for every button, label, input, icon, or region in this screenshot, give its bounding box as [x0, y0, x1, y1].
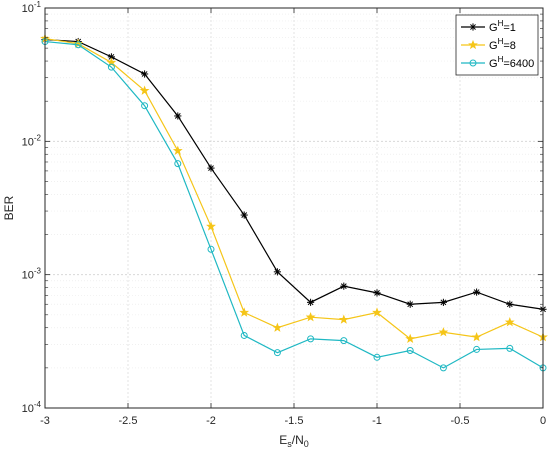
star-marker: [272, 322, 283, 332]
y-tick-label: 10-2: [22, 133, 42, 148]
asterisk-marker: [307, 298, 315, 306]
asterisk-marker: [469, 23, 477, 31]
circle-marker: [340, 337, 348, 345]
x-tick-label: -2.5: [119, 415, 138, 427]
asterisk-marker: [473, 288, 481, 296]
asterisk-marker: [207, 164, 215, 172]
circle-marker: [473, 345, 481, 353]
series-1: [41, 35, 547, 313]
x-tick-label: -2: [206, 415, 216, 427]
x-tick-labels: -3 -2.5 -2 -1.5 -1 -0.5 0: [40, 415, 546, 427]
series-line: [44, 40, 544, 369]
circle-marker: [373, 353, 381, 361]
star-marker: [438, 327, 449, 337]
y-tick-label: 10-3: [22, 267, 42, 282]
asterisk-marker: [406, 300, 414, 308]
series-3: [41, 38, 547, 372]
asterisk-marker: [373, 289, 381, 297]
star-marker: [471, 331, 482, 342]
series-line: [44, 37, 544, 340]
star-marker: [405, 333, 416, 344]
circle-marker: [207, 245, 215, 253]
y-axis-label: BER: [2, 195, 16, 220]
x-axis-label: Es/N0: [279, 433, 309, 449]
legend-entry: GH=1: [461, 19, 516, 34]
legend-label: GH=1: [489, 19, 516, 34]
circle-marker: [273, 349, 281, 357]
star-marker: [206, 221, 216, 231]
legend: GH=1 GH=8 GH=6400: [455, 14, 539, 76]
asterisk-marker: [439, 298, 447, 306]
star-marker: [305, 312, 316, 322]
series-line: [44, 38, 544, 310]
x-tick-label: -3: [40, 415, 50, 427]
x-tick-label: -0.5: [451, 415, 470, 427]
legend-label: GH=8: [489, 37, 516, 52]
star-marker: [372, 307, 382, 317]
asterisk-marker: [141, 70, 149, 78]
y-tick-label: 10-1: [22, 0, 42, 15]
y-tick-labels: 10-1 10-2 10-3 10-4: [22, 0, 42, 415]
asterisk-marker: [340, 282, 348, 290]
x-tick-label: -1: [372, 415, 382, 427]
circle-marker: [506, 344, 514, 352]
legend-label: GH=6400: [489, 55, 534, 70]
circle-marker: [141, 102, 149, 110]
star-marker: [139, 85, 150, 95]
star-marker: [172, 145, 183, 155]
star-marker: [338, 314, 349, 324]
x-tick-label: -1.5: [285, 415, 304, 427]
ticks: [44, 7, 544, 409]
asterisk-marker: [240, 211, 248, 219]
circle-marker: [107, 63, 115, 71]
star-marker: [468, 39, 478, 50]
x-tick-label: 0: [540, 415, 546, 427]
circle-marker: [406, 346, 414, 354]
asterisk-marker: [174, 112, 182, 120]
asterisk-marker: [506, 300, 514, 308]
legend-entry: GH=6400: [461, 55, 534, 70]
legend-entry: GH=8: [461, 37, 516, 52]
star-marker: [239, 307, 250, 317]
circle-marker: [307, 335, 315, 343]
circle-marker: [174, 160, 182, 168]
circle-marker: [240, 331, 248, 339]
y-tick-label: 10-4: [22, 400, 42, 415]
circle-marker: [74, 41, 82, 49]
circle-marker: [439, 364, 447, 372]
circle-marker: [469, 59, 477, 67]
star-marker: [504, 317, 515, 327]
asterisk-marker: [273, 268, 281, 276]
